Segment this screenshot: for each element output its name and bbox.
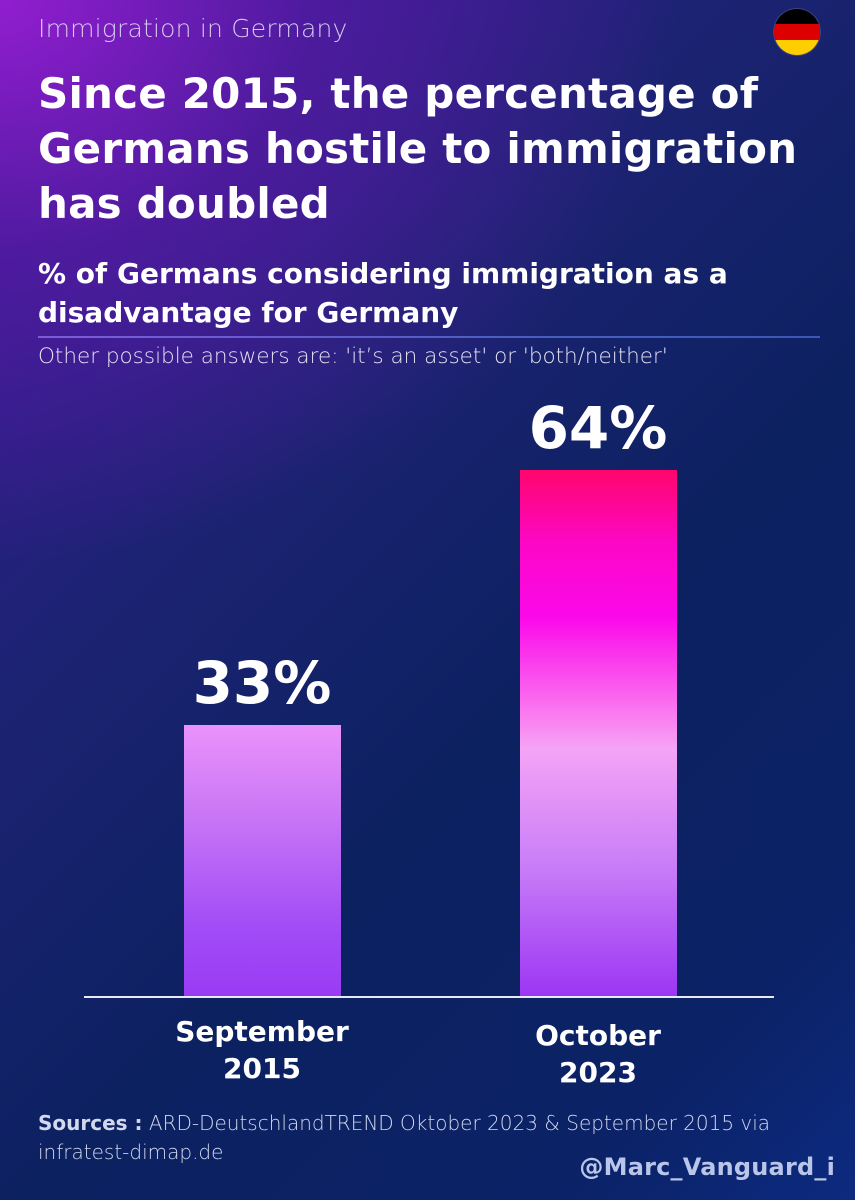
x-axis-baseline (84, 996, 774, 998)
category-label-1: October 2023 (535, 1019, 661, 1089)
value-label-0: 33% (192, 648, 332, 717)
flag-stripe-black (774, 9, 820, 25)
sources-value: ARD-DeutschlandTREND Oktober 2023 & Sept… (38, 1111, 771, 1164)
chart-subtitle: % of Germans considering immigration as … (38, 257, 728, 329)
sources-label: Sources : (38, 1111, 143, 1135)
author-handle: @Marc_Vanguard_i (579, 1153, 835, 1181)
sources-text: Sources : ARD-DeutschlandTREND Oktober 2… (38, 1109, 838, 1167)
germany-flag-icon (774, 9, 820, 55)
bar-1 (519, 470, 677, 996)
flag-stripe-gold (774, 39, 820, 55)
divider-line (38, 336, 820, 338)
bar-0 (183, 724, 341, 996)
category-label-0: September 2015 (175, 1015, 349, 1085)
answer-note: Other possible answers are: 'it’s an ass… (38, 344, 668, 369)
chart-title: Since 2015, the percentage of Germans ho… (38, 69, 798, 228)
value-label-1: 64% (528, 394, 668, 462)
flag-stripe-red (774, 24, 820, 40)
kicker-text: Immigration in Germany (38, 14, 348, 43)
